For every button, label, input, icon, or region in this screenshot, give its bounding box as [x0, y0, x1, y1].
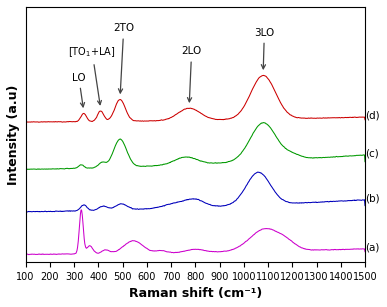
Text: 2TO: 2TO [113, 23, 134, 93]
Text: (d): (d) [365, 111, 380, 121]
Text: 3LO: 3LO [254, 28, 274, 69]
Y-axis label: Intensity (a.u): Intensity (a.u) [7, 84, 20, 185]
X-axis label: Raman shift (cm⁻¹): Raman shift (cm⁻¹) [128, 287, 262, 300]
Text: 2LO: 2LO [182, 46, 202, 102]
Text: LO: LO [72, 73, 86, 107]
Text: (a): (a) [365, 243, 380, 253]
Text: [TO$_1$+LA]: [TO$_1$+LA] [68, 45, 116, 105]
Text: (c): (c) [365, 149, 379, 159]
Text: (b): (b) [365, 194, 380, 204]
